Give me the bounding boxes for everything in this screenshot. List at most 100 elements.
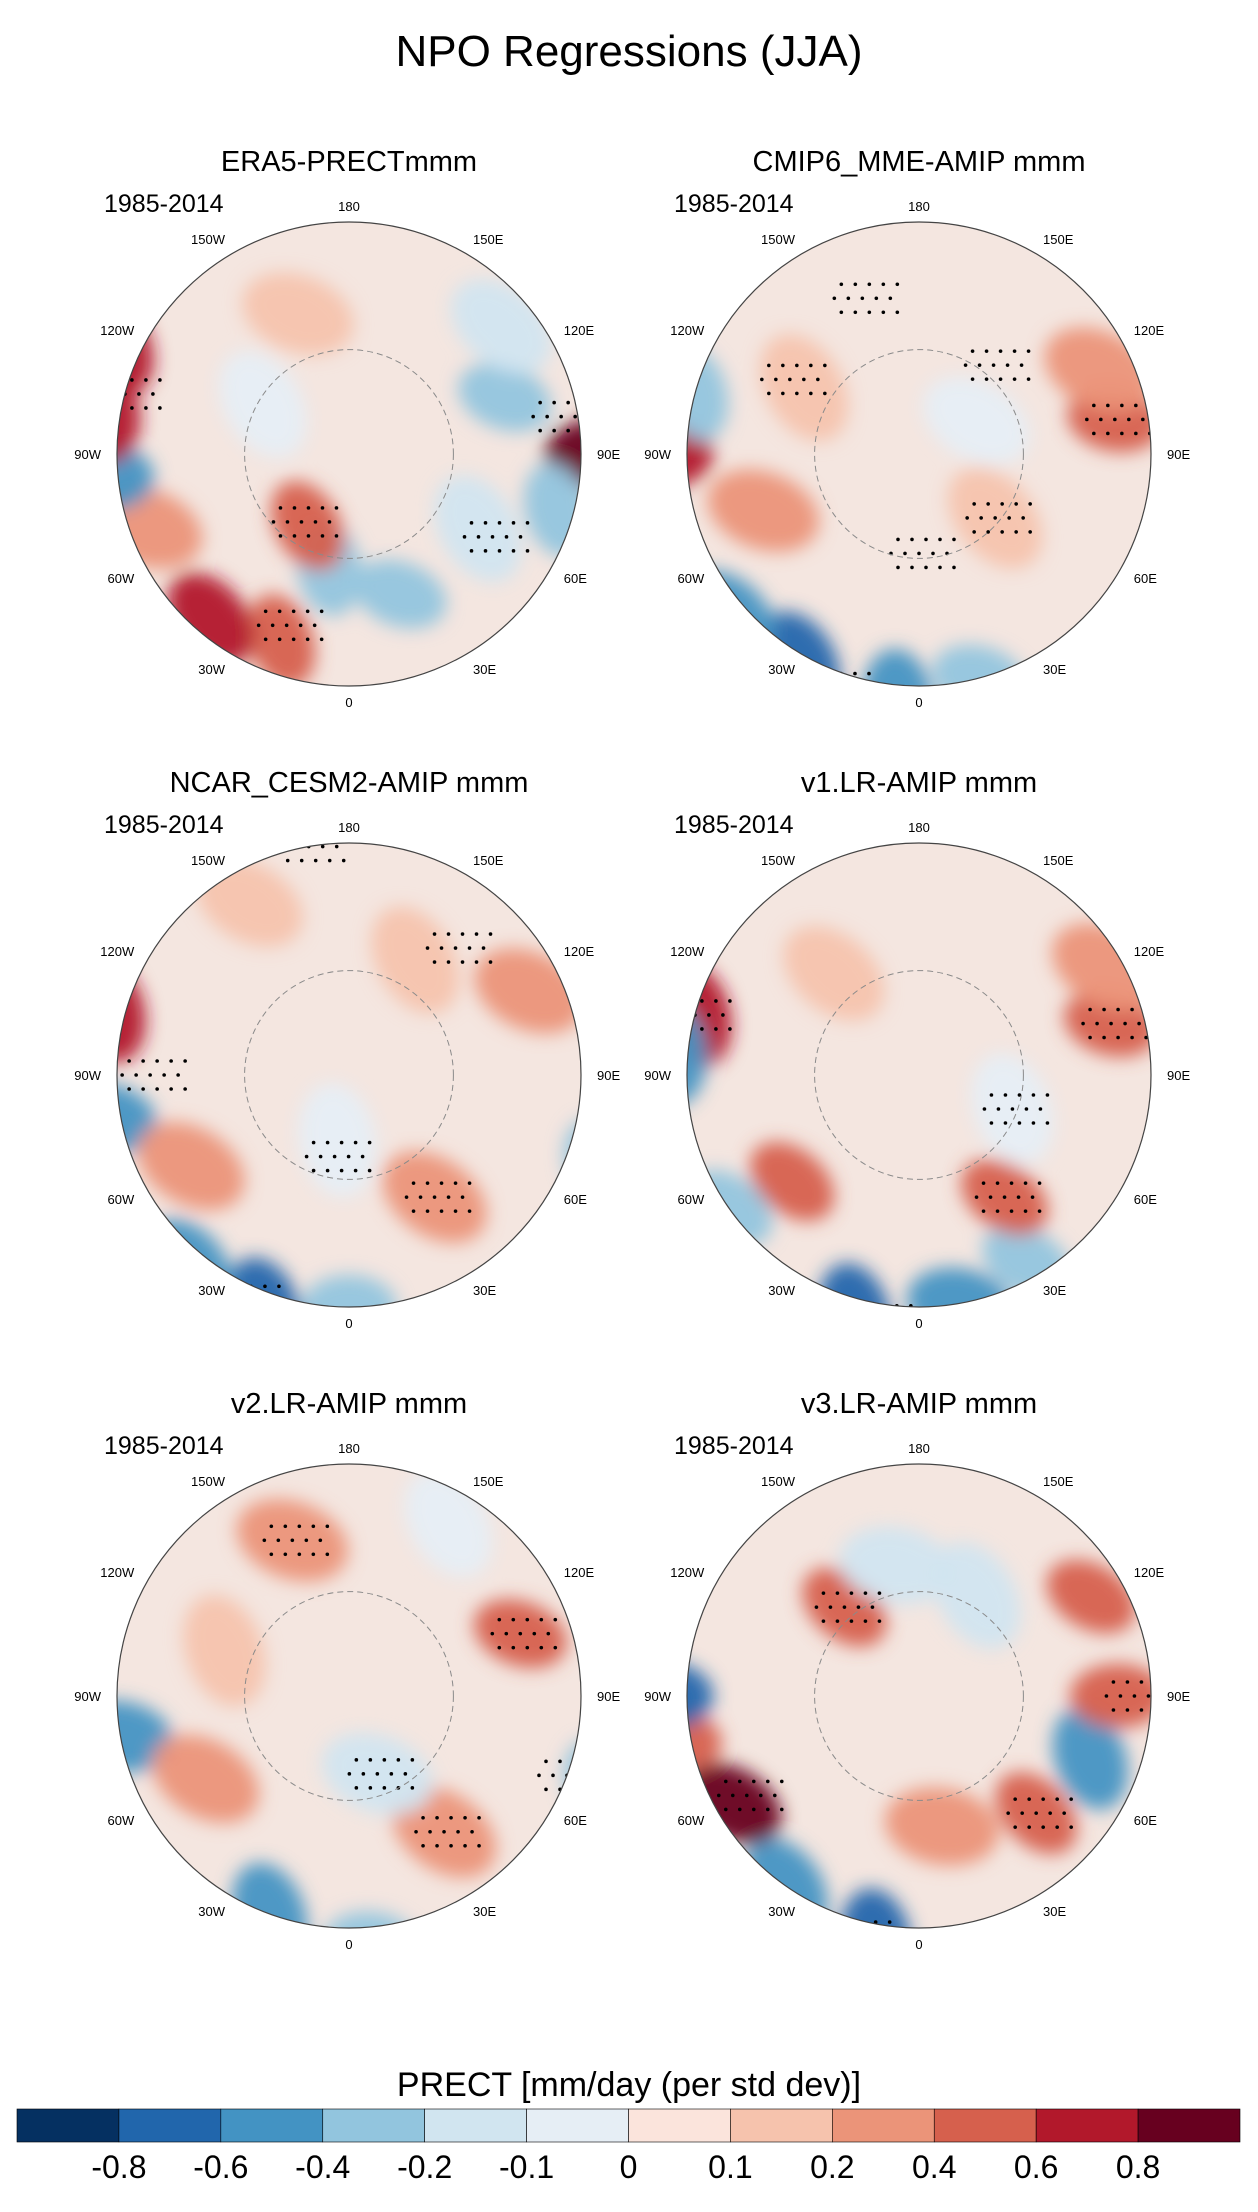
significance-dot	[816, 377, 820, 382]
significance-dot	[751, 1779, 756, 1784]
significance-dot	[1000, 502, 1004, 506]
significance-dot	[418, 1195, 423, 1199]
significance-dot	[998, 377, 1003, 381]
significance-dot	[544, 1787, 548, 1792]
significance-dot	[989, 1093, 994, 1097]
significance-dot	[903, 551, 907, 556]
significance-dot	[988, 1195, 993, 1199]
longitude-label: 60W	[107, 571, 134, 586]
significance-dot	[867, 310, 872, 315]
period-label: 1985-2014	[104, 811, 224, 839]
longitude-label: 30E	[1043, 1283, 1066, 1298]
significance-dot	[249, 1312, 253, 1316]
significance-dot	[389, 1772, 394, 1776]
longitude-label: 0	[915, 1316, 922, 1331]
significance-dot	[984, 377, 989, 381]
significance-dot	[314, 831, 318, 835]
significance-dot	[909, 1332, 913, 1336]
significance-dot	[511, 1617, 516, 1622]
significance-dot	[1168, 1680, 1172, 1684]
significance-dot	[821, 1619, 826, 1623]
anomaly-blob	[1046, 1559, 1136, 1634]
significance-dot	[421, 1843, 425, 1848]
significance-dot	[497, 521, 502, 525]
longitude-label: 120W	[100, 944, 135, 959]
significance-dot	[410, 1758, 415, 1762]
significance-dot	[320, 506, 325, 510]
significance-dot	[435, 1815, 439, 1820]
significance-dot	[853, 1332, 857, 1336]
significance-dot	[449, 1843, 453, 1848]
significance-dot	[1130, 1035, 1134, 1040]
significance-dot	[767, 363, 771, 368]
significance-dot	[1123, 1021, 1127, 1026]
significance-dot	[728, 999, 732, 1003]
significance-dot	[860, 1318, 864, 1322]
significance-dot	[1092, 403, 1096, 408]
significance-dot	[853, 1303, 857, 1307]
anomaly-blob	[458, 363, 552, 432]
significance-dot	[488, 960, 493, 964]
significance-dot	[525, 1617, 530, 1622]
significance-dot	[995, 1209, 1000, 1213]
anomaly-blob	[884, 1787, 1000, 1866]
significance-dot	[1002, 1195, 1007, 1199]
significance-dot	[981, 1209, 986, 1213]
significance-dot	[460, 1195, 465, 1199]
coastline-hint	[814, 970, 1024, 1180]
significance-dot	[853, 700, 857, 704]
significance-dot	[873, 1920, 878, 1924]
significance-dot	[368, 1786, 373, 1790]
significance-dot	[382, 1758, 387, 1762]
significance-dot	[839, 282, 844, 287]
significance-dot	[304, 1538, 309, 1543]
significance-dot	[1003, 1093, 1008, 1097]
significance-dot	[463, 1843, 467, 1848]
anomaly-blob	[1052, 1707, 1128, 1810]
significance-dot	[552, 400, 556, 405]
anomaly-blob	[861, 648, 933, 686]
significance-dot	[1137, 1021, 1141, 1026]
significance-dot	[1134, 431, 1138, 436]
significance-dot	[979, 516, 983, 520]
significance-dot	[1144, 1007, 1148, 1012]
longitude-label: 30E	[1043, 662, 1066, 677]
map-border	[116, 221, 582, 687]
significance-dot	[1013, 1825, 1017, 1829]
longitude-label: 150W	[761, 1474, 796, 1489]
anomaly-blob	[353, 559, 447, 629]
significance-dot	[846, 1318, 850, 1322]
anomaly-blob	[152, 1734, 259, 1823]
significance-dot	[594, 429, 598, 433]
significance-dot	[263, 637, 268, 642]
significance-dot	[476, 535, 481, 539]
significance-dot	[298, 623, 303, 628]
significance-dot	[292, 217, 296, 221]
significance-dot	[924, 565, 928, 570]
significance-dot	[453, 1209, 458, 1213]
longitude-label: 150E	[473, 853, 504, 868]
map-border	[116, 1463, 582, 1929]
significance-dot	[1031, 1093, 1036, 1097]
significance-dot	[860, 296, 865, 301]
significance-dot	[825, 671, 829, 676]
significance-dot	[404, 1195, 409, 1199]
coastline-hint	[814, 1591, 1024, 1801]
significance-dot	[263, 1312, 267, 1316]
longitude-label: 90W	[74, 1689, 101, 1704]
significance-dot	[1037, 1181, 1042, 1185]
significance-dot	[353, 1140, 358, 1145]
main-title: NPO Regressions (JJA)	[395, 27, 862, 76]
colorbar-ticks: -0.8 -0.6 -0.4 -0.2 -0.1 0 0.1 0.2 0.4 0.6 0.8	[91, 2149, 1160, 2185]
significance-dot	[938, 537, 942, 542]
significance-dot	[580, 428, 581, 433]
significance-dot	[823, 391, 827, 396]
significance-dot	[432, 932, 437, 936]
longitude-label: 180	[338, 1441, 360, 1456]
significance-dot	[481, 946, 486, 950]
significance-dot	[312, 623, 317, 628]
anomaly-blob	[839, 1888, 912, 1928]
significance-dot	[846, 296, 851, 301]
panel: CMIP6_MME-AMIP mmm 1985-2014 180 150E 120E 90…	[644, 146, 1190, 710]
